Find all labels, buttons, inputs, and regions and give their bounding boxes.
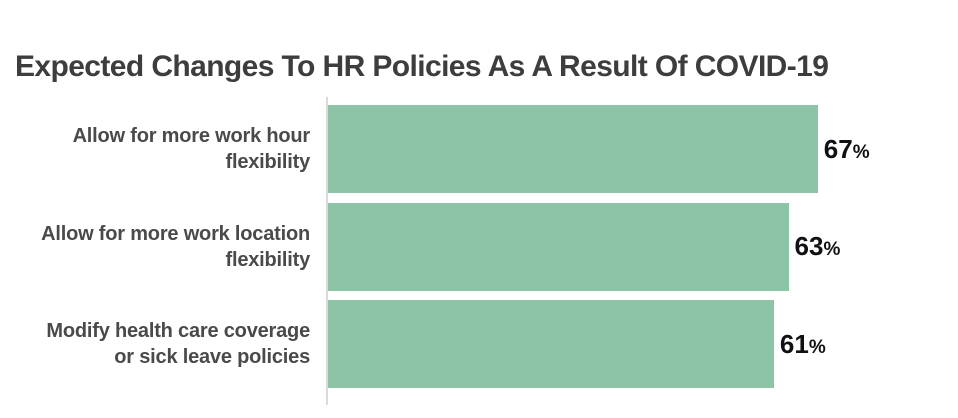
value-percent-sign: % <box>823 239 841 260</box>
bar-track: 63% <box>328 202 958 291</box>
bar-row: Allow for more work location flexibility… <box>0 202 958 291</box>
bar <box>328 202 789 291</box>
bar-track: 61% <box>328 300 958 388</box>
value-label: 67% <box>824 134 870 165</box>
bar-row: Allow for more work hour flexibility 67% <box>0 105 958 193</box>
category-label: Allow for more work hour flexibility <box>72 125 311 173</box>
value-number: 67 <box>823 133 853 164</box>
value-percent-sign: % <box>808 336 826 358</box>
bar <box>328 300 774 388</box>
category-label: Allow for more work location flexibility <box>41 222 310 271</box>
chart-title: Expected Changes To HR Policies As A Res… <box>15 50 829 83</box>
y-axis-line <box>326 97 328 405</box>
value-number: 63 <box>794 231 824 261</box>
category-label: Modify health care coverage or sick leav… <box>46 320 310 368</box>
bar-track: 67% <box>328 105 958 193</box>
value-label: 61% <box>780 329 826 360</box>
bar-row: Modify health care coverage or sick leav… <box>0 300 958 388</box>
bar <box>328 105 818 193</box>
value-number: 61 <box>779 328 809 359</box>
bar-rows: Allow for more work hour flexibility 67%… <box>0 105 958 388</box>
value-percent-sign: % <box>852 141 870 163</box>
value-label: 63% <box>795 231 841 262</box>
